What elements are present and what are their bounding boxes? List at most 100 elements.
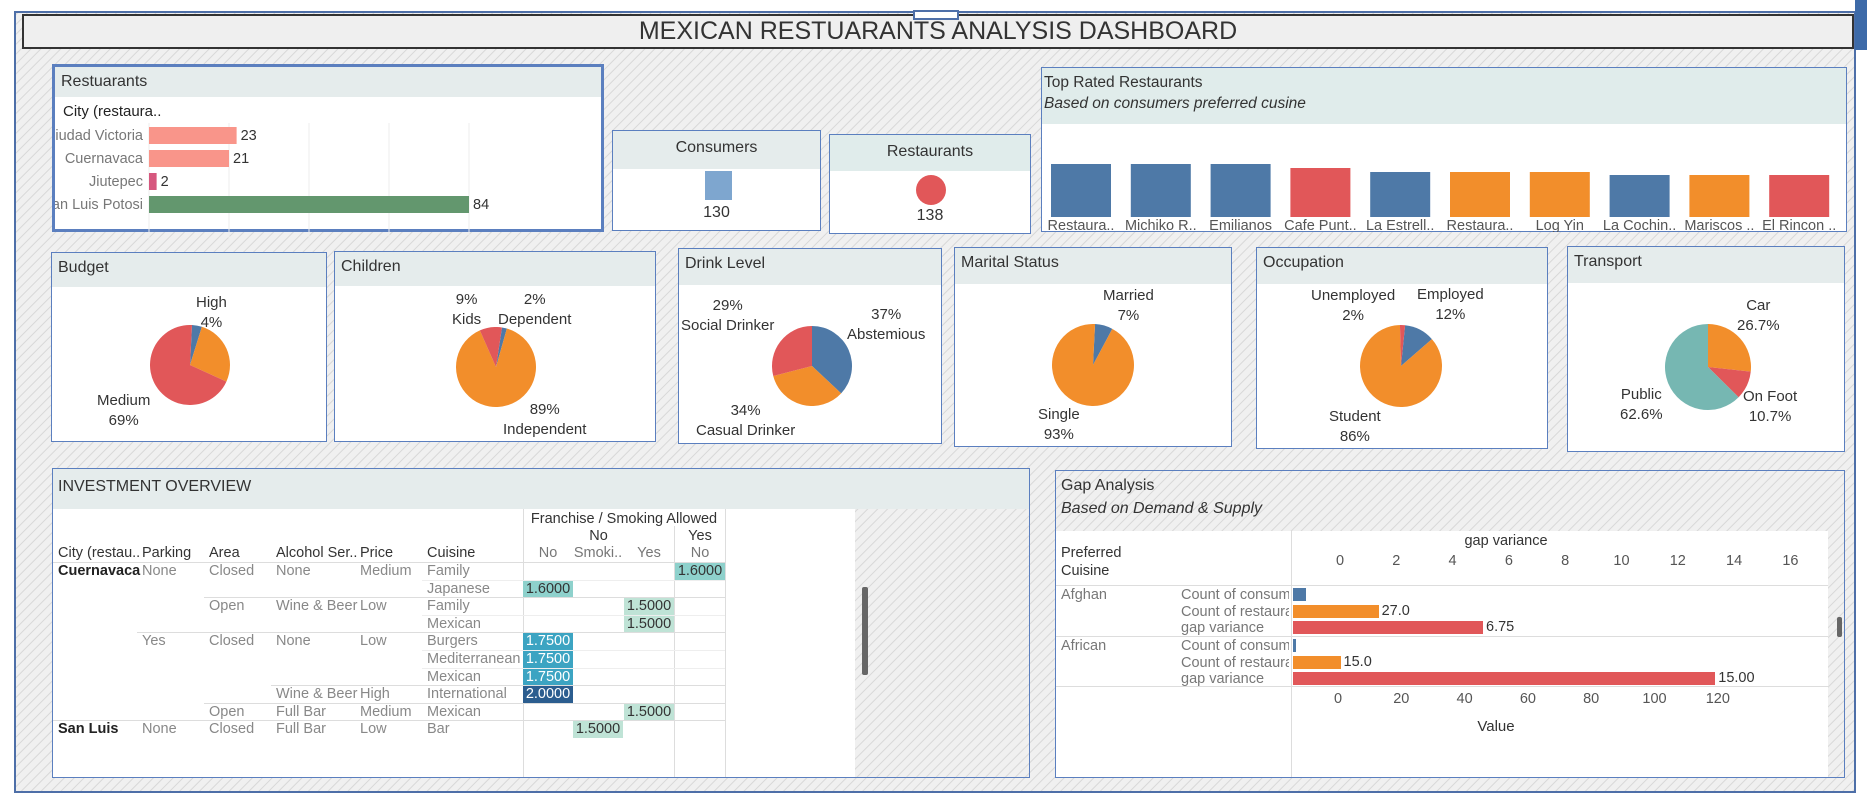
table-cell: Closed — [209, 633, 255, 650]
city-label[interactable]: San Luis Potosi — [55, 197, 143, 213]
pie-slice[interactable] — [812, 326, 852, 394]
pie-slice[interactable] — [190, 325, 202, 365]
column-header: Alcohol Ser.. — [276, 545, 358, 561]
measure-label: Count of restaurant.. — [1181, 654, 1289, 671]
city-bar[interactable] — [149, 150, 229, 167]
table-cell: Burgers — [427, 633, 478, 650]
budget-card: Budget High 4% Medium 69% — [51, 252, 327, 442]
pie-slice[interactable] — [1665, 324, 1739, 410]
consumers-kpi-card: Consumers 130 — [612, 130, 821, 231]
pie-label-kids: 9% Kids — [452, 291, 482, 328]
top-rated-label[interactable]: Log Yin — [1536, 218, 1584, 232]
budget-pie — [150, 325, 230, 405]
top-rated-bar[interactable] — [1210, 164, 1271, 217]
table-cell: None — [142, 721, 177, 738]
table-cell: Mexican — [427, 668, 481, 685]
row-separator — [422, 650, 725, 651]
drag-handle-icon[interactable] — [913, 10, 959, 20]
pie-slice[interactable] — [496, 327, 507, 367]
city-bar[interactable] — [149, 127, 237, 144]
row-separator — [422, 614, 725, 616]
table-cell: Low — [360, 633, 387, 650]
top-rated-label[interactable]: Cafe Punt.. — [1284, 218, 1357, 232]
top-rated-label[interactable]: Restaura.. — [1447, 218, 1514, 232]
heat-cell: 1.7500 — [523, 651, 573, 668]
city-bar[interactable] — [149, 196, 469, 213]
card-subtitle: Based on Demand & Supply — [1061, 500, 1263, 517]
marital-status-card: Marital Status Married 7% Single 93% — [954, 247, 1232, 447]
gap-scrollbar[interactable] — [1837, 617, 1842, 637]
card-title: Consumers — [613, 131, 820, 169]
city-label[interactable]: Cuernavaca — [65, 151, 144, 167]
cuisine-label: African — [1061, 638, 1107, 654]
city-bar[interactable] — [149, 173, 157, 190]
row-separator — [422, 579, 725, 581]
pie-label-casual: 34% Casual Drinker — [696, 402, 796, 439]
top-rated-bar[interactable] — [1609, 175, 1670, 217]
measure-label: Count of restaurant.. — [1181, 603, 1289, 620]
top-rated-bar[interactable] — [1689, 175, 1750, 217]
pie-slice[interactable] — [150, 325, 227, 405]
top-rated-bar[interactable] — [1290, 168, 1351, 217]
top-rated-bar[interactable] — [1370, 172, 1431, 217]
top-rated-card: Top Rated Restaurants Based on consumers… — [1041, 67, 1847, 232]
column-header: Area — [209, 545, 240, 561]
top-rated-bar[interactable] — [1130, 164, 1191, 217]
top-rated-bar[interactable] — [1450, 172, 1510, 217]
pie-label-independent: 89% Independent — [503, 401, 587, 438]
bottom-tick-label: 0 — [1333, 691, 1343, 707]
top-rated-bar[interactable] — [1051, 164, 1111, 217]
top-tick-label: 14 — [1726, 553, 1743, 569]
table-cell: Low — [360, 721, 387, 738]
top-rated-label[interactable]: Restaura.. — [1048, 218, 1115, 232]
pie-label-medium: Medium 69% — [97, 392, 151, 429]
table-cell: Cuernavaca — [58, 563, 141, 579]
pie-slice[interactable] — [190, 326, 230, 382]
row-separator — [271, 685, 725, 687]
gap-bar — [1293, 588, 1306, 601]
pie-slice[interactable] — [773, 366, 842, 406]
gap-bar — [1293, 639, 1297, 652]
top-tick-label: 16 — [1782, 553, 1799, 569]
city-label[interactable]: Jiutepec — [89, 174, 143, 190]
table-cell: Closed — [209, 563, 255, 579]
pie-slice[interactable] — [1708, 367, 1751, 398]
pie-slice[interactable] — [1093, 324, 1113, 365]
top-rated-label[interactable]: Michiko R.. — [1125, 218, 1197, 232]
table-cell: Mediterranean — [427, 651, 521, 667]
top-rated-label[interactable]: Mariscos .. — [1684, 218, 1754, 232]
pie-slice[interactable] — [456, 328, 536, 407]
pie-slice[interactable] — [1360, 325, 1442, 407]
pie-slice[interactable] — [1401, 325, 1432, 366]
franchise-yes-header: Yes — [688, 528, 712, 544]
pie-slice[interactable] — [1708, 324, 1751, 372]
pie-slice[interactable] — [772, 326, 812, 376]
heat-cell: 1.5000 — [624, 703, 674, 721]
top-rated-label[interactable]: La Cochin.. — [1603, 218, 1676, 232]
top-rated-bar[interactable] — [1769, 175, 1830, 217]
pie-slice[interactable] — [479, 327, 502, 367]
table-cell: Closed — [209, 721, 255, 738]
city-label[interactable]: Ciudad Victoria — [55, 128, 144, 144]
heat-cell: 1.7500 — [523, 668, 573, 686]
card-title: Restaurants — [830, 135, 1030, 171]
pie-slice[interactable] — [1052, 324, 1134, 406]
top-rated-label[interactable]: El Rincon .. — [1762, 218, 1836, 232]
top-tick-label: 2 — [1392, 553, 1401, 569]
gap-bar-label: 15.0 — [1343, 653, 1372, 670]
row-separator — [204, 702, 725, 704]
pie-label-car: Car 26.7% — [1737, 297, 1780, 334]
top-rated-label[interactable]: Emilianos — [1209, 218, 1272, 232]
card-title: Drink Level — [679, 249, 941, 285]
dashboard-title-bar: MEXICAN RESTUARANTS ANALYSIS DASHBOARD — [22, 14, 1854, 49]
pie-slice[interactable] — [1399, 325, 1406, 366]
top-rated-bar[interactable] — [1529, 172, 1590, 217]
drink-level-card: Drink Level 29% Social Drinker 37% Abstemi… — [678, 248, 942, 444]
investment-scrollbar[interactable] — [862, 587, 868, 675]
city-value-label: 84 — [473, 197, 489, 213]
gap-bar-label: 6.75 — [1486, 619, 1515, 635]
top-rated-label[interactable]: La Estrell.. — [1366, 218, 1435, 232]
table-cell: Family — [427, 598, 470, 615]
top-tick-label: 8 — [1561, 553, 1570, 569]
